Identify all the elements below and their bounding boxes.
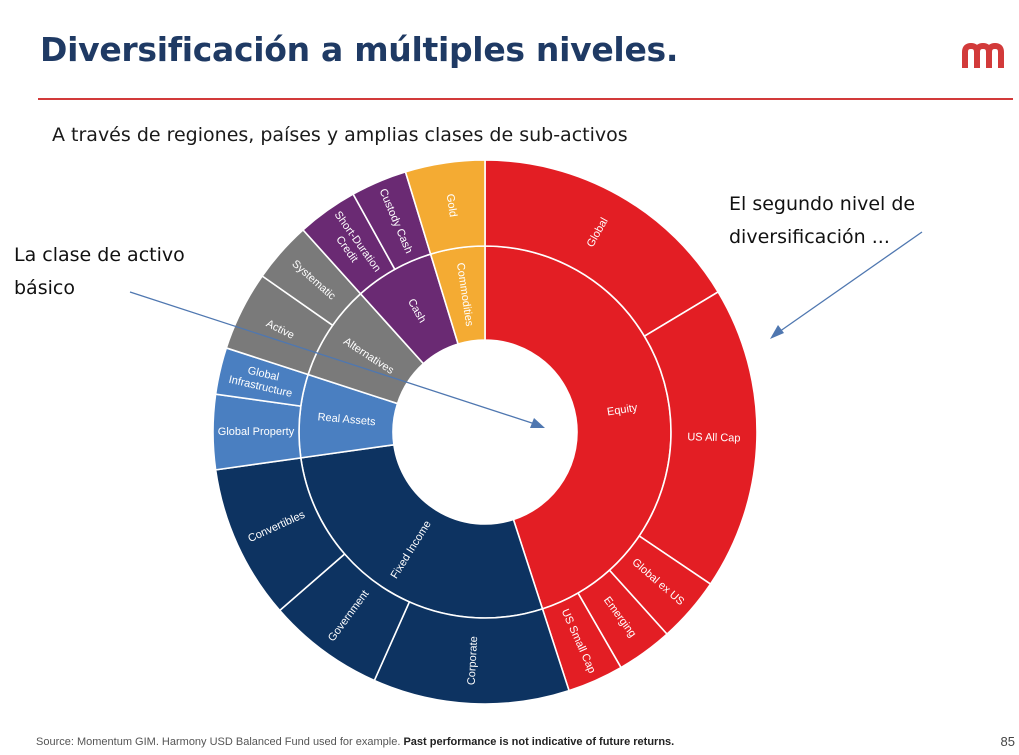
outer-label-gold: Gold bbox=[444, 193, 459, 218]
slide-subtitle: A través de regiones, países y amplias c… bbox=[52, 124, 628, 146]
arrow-left-head bbox=[530, 418, 545, 428]
title-divider bbox=[38, 98, 1013, 100]
annotation-left-line-1: La clase de activo bbox=[14, 244, 185, 266]
outer-ring bbox=[212, 159, 758, 705]
annotation-basic-asset-class: La clase de activo básico bbox=[14, 239, 185, 305]
annotation-second-level: El segundo nivel de diversificación ... bbox=[729, 188, 915, 254]
slide-title: Diversificación a múltiples niveles. bbox=[40, 30, 679, 69]
annotation-arrows bbox=[129, 231, 923, 428]
outer-label-global-property: Global Property bbox=[218, 426, 295, 438]
momentum-m-logo-icon bbox=[962, 42, 1004, 68]
footer-source-text: Source: Momentum GIM. Harmony USD Balanc… bbox=[36, 736, 401, 748]
footer-disclaimer: Past performance is not indicative of fu… bbox=[403, 736, 675, 748]
annotation-left-line-2: básico bbox=[14, 277, 75, 299]
annotation-right-line-1: El segundo nivel de bbox=[729, 193, 916, 215]
outer-label-corporate: Corporate bbox=[466, 636, 481, 685]
outer-label-us-all-cap: US All Cap bbox=[687, 431, 740, 444]
arrow-left-line bbox=[129, 291, 539, 426]
annotation-right-line-2: diversificación ... bbox=[729, 226, 890, 248]
inner-label-equity: Equity bbox=[606, 402, 639, 419]
outer-segment-gold bbox=[404, 159, 486, 256]
inner-ring bbox=[298, 245, 672, 619]
arrow-right-line bbox=[775, 231, 923, 335]
inner-label-real-assets: Real Assets bbox=[317, 411, 376, 428]
arrow-right-head bbox=[770, 325, 784, 339]
footer-source: Source: Momentum GIM. Harmony USD Balanc… bbox=[36, 736, 674, 748]
page-number: 85 bbox=[1000, 734, 1015, 749]
